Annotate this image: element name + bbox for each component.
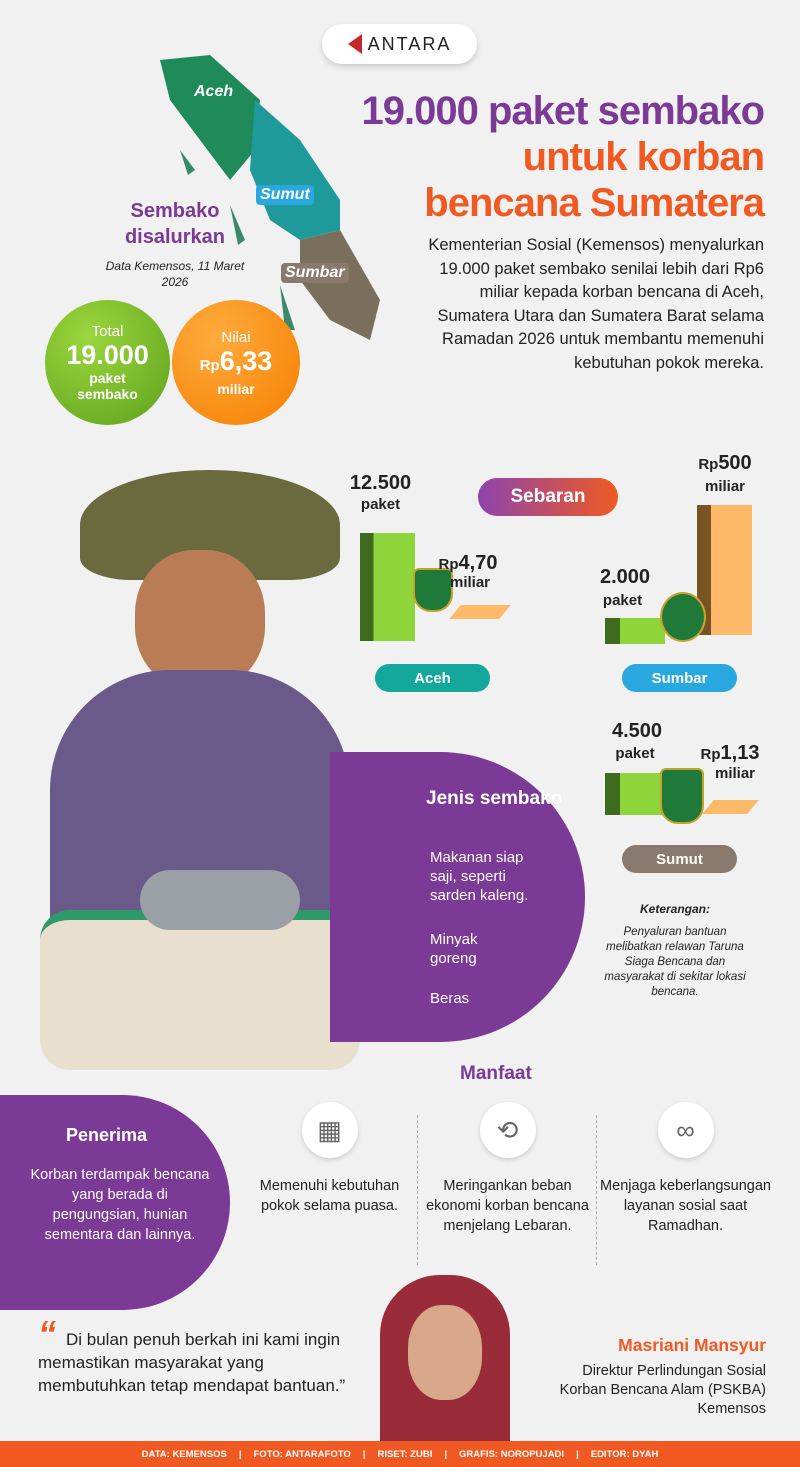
jenis-sembako-panel: Jenis sembako Makanan siap saji, seperti… [330, 752, 585, 1042]
woman-illustration [40, 440, 370, 1100]
divider [417, 1115, 418, 1265]
sumut-emblem [660, 768, 704, 824]
sumbar-nilai: 500 [718, 452, 752, 474]
sumut-nilai-bar [702, 800, 759, 814]
nilai-circle: Nilai Rp6,33 miliar [172, 300, 300, 425]
map-aceh [160, 55, 260, 180]
jenis-item: Makanan siap saji, seperti sarden kaleng… [430, 849, 529, 904]
map-label-sumbar: Sumbar [281, 263, 349, 283]
sumatera-map [160, 55, 380, 340]
sumut-paket-bar [605, 773, 665, 815]
aceh-paket: 12.500 [349, 472, 412, 494]
wallet-icon: ⟲ [479, 1102, 536, 1158]
rice-sack [40, 910, 360, 1070]
face [135, 550, 265, 690]
aceh-nilai: 4,70 [458, 552, 498, 574]
link-icon: ∞ [657, 1102, 714, 1158]
sumut-nilai: 1,13 [720, 742, 760, 764]
manfaat-item: ∞ Menjaga keberlangsungan layanan sosial … [598, 1102, 773, 1236]
manfaat-title: Manfaat [460, 1063, 532, 1084]
map-label-aceh: Aceh [190, 82, 238, 102]
region-pill-sumbar: Sumbar [622, 664, 737, 692]
sumbar-emblem [660, 592, 706, 642]
aceh-nilai-bar [449, 605, 511, 619]
credits-footer: DATA: KEMENSOS | FOTO: ANTARAFOTO | RISET: Z… [0, 1441, 800, 1467]
sumbar-paket-bar [605, 618, 665, 644]
sumbar-nilai-bar [697, 505, 752, 635]
aceh-paket-bar [360, 533, 415, 641]
sebaran-title: Sebaran [478, 478, 618, 516]
antara-logo: ANTARA [322, 24, 477, 64]
speaker-portrait [360, 1275, 530, 1441]
divider [596, 1115, 597, 1265]
intro-text: Kementerian Sosial (Kemensos) menyalurka… [428, 236, 764, 372]
map-islands [180, 150, 295, 330]
sumut-paket: 4.500 [611, 720, 663, 742]
antara-logo-icon [347, 34, 362, 54]
quote: “ Di bulan penuh berkah ini kami ingin m… [38, 1313, 346, 1396]
aceh-emblem [413, 568, 453, 612]
jenis-item: Beras [430, 990, 470, 1007]
summary-title: Sembako disalurkan [124, 200, 226, 248]
jenis-item: Minyak goreng [430, 931, 478, 967]
summary-source: Data Kemensos, 11 Maret 2026 [105, 259, 245, 289]
penerima-panel: Penerima Korban terdampak bencana yang b… [0, 1095, 230, 1310]
page-title: 19.000 paket sembako untuk korban bencan… [361, 89, 765, 225]
calendar-icon: ▦ [301, 1102, 358, 1158]
manfaat-item: ▦ Memenuhi kebutuhan pokok selama puasa. [242, 1102, 417, 1216]
sumbar-paket: 2.000 [599, 566, 651, 588]
total-circle: Total 19.000 paket sembako [45, 300, 170, 425]
region-pill-aceh: Aceh [375, 664, 490, 692]
cans [140, 870, 300, 930]
manfaat-item: ⟲ Meringankan beban ekonomi korban bencan… [420, 1102, 595, 1236]
keterangan: Keterangan: Penyaluran bantuan melibatka… [604, 902, 746, 998]
map-sumbar [300, 230, 380, 340]
quote-mark-icon: “ [38, 1313, 56, 1354]
speaker-info: Masriani Mansyur Direktur Perlindungan S… [559, 1335, 766, 1417]
map-label-sumut: Sumut [256, 185, 314, 205]
region-pill-sumut: Sumut [622, 845, 737, 873]
map-sumut [250, 100, 340, 240]
